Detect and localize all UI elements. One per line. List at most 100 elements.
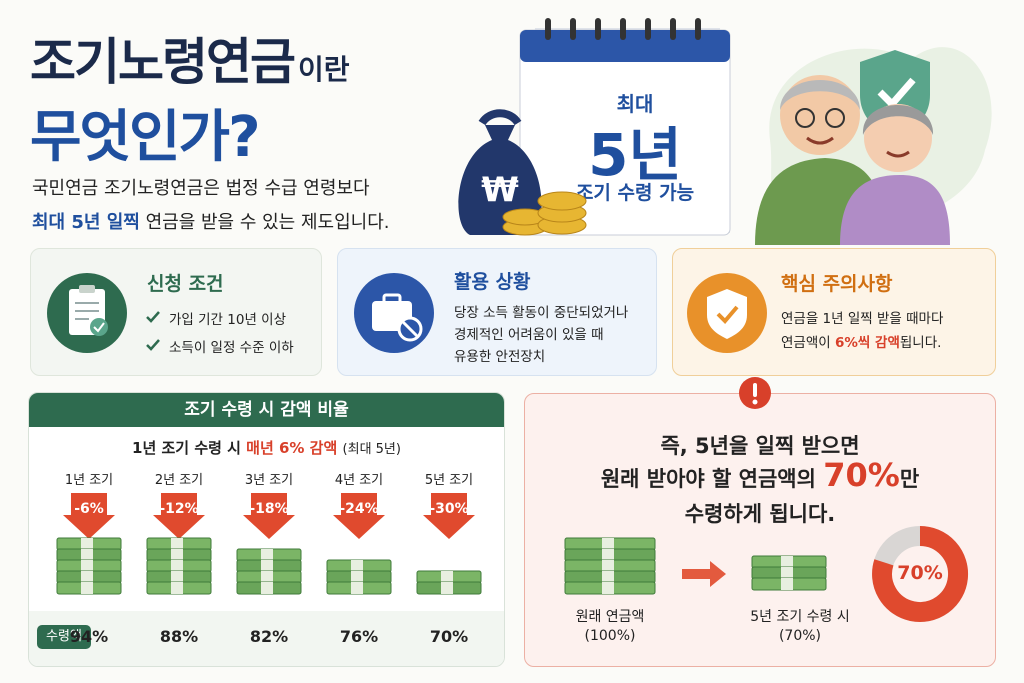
band — [81, 571, 93, 583]
card-text: 유용한 안전장치 — [454, 349, 546, 365]
calendar — [515, 18, 731, 236]
cut-label: -6% — [74, 501, 104, 517]
down-arrow — [243, 493, 295, 539]
card-item: 소득이 일정 수준 이하 — [169, 340, 294, 356]
received-value: 82% — [249, 627, 289, 646]
band — [602, 549, 614, 561]
band — [81, 549, 93, 561]
currency-symbol: ₩ — [481, 170, 519, 210]
card-icon — [354, 273, 434, 353]
card-item: 가입 기간 10년 이상 — [169, 312, 286, 328]
column-label: 1년 조기 — [64, 473, 114, 488]
calendar-line3: 조기 수령 가능 — [575, 182, 695, 204]
band — [261, 549, 273, 561]
money-stack — [146, 537, 212, 595]
money-stack — [326, 559, 392, 595]
band — [781, 556, 793, 568]
donut — [872, 526, 969, 622]
description: 국민연금 조기노령연금은 법정 수급 연령보다 — [32, 178, 370, 199]
check — [146, 339, 160, 351]
money-pct: (100%) — [584, 628, 636, 644]
band — [81, 582, 93, 594]
title-main: 조기노령연금 — [30, 33, 296, 91]
money-stack — [751, 555, 827, 591]
highlight: 70% — [823, 456, 900, 494]
alert-icon — [739, 377, 771, 409]
title-suffix: 이란 — [298, 53, 350, 86]
cut-label: -18% — [249, 501, 289, 517]
money-stack — [236, 548, 302, 595]
card: 활용 상황 당장 소득 활동이 중단되었거나 경제적인 어려움이 있을 때 유용한 … — [337, 248, 657, 376]
money-bag — [458, 109, 587, 236]
column-label: 2년 조기 — [154, 473, 204, 488]
money-stack — [56, 537, 122, 595]
band — [602, 582, 614, 594]
card-text: 경제적인 어려움이 있을 때 — [454, 327, 604, 343]
summary-panel: 즉, 5년을 일찍 받으면 원래 받아야 할 연금액의 70%만 수령하게 됩니… — [524, 393, 996, 667]
band — [171, 549, 183, 561]
arrow — [682, 561, 726, 587]
check-icon — [146, 339, 160, 351]
check-icon — [146, 311, 160, 323]
arrow-shape — [333, 493, 385, 539]
received-value: 94% — [69, 627, 109, 646]
received-label: 수령액 — [37, 625, 91, 649]
card-title: 핵심 주의사항 — [781, 273, 893, 295]
column-label: 3년 조기 — [244, 473, 294, 488]
summary-line: 원래 받아야 할 연금액의 70%만 — [525, 456, 995, 494]
title: 조기노령연금 이란 — [30, 22, 350, 94]
highlight: 6%씩 감액 — [834, 335, 900, 351]
card-text: 연금액이 6%씩 감액됩니다. — [781, 331, 941, 351]
card-text: 연금을 1년 일찍 받을 때마다 — [781, 311, 944, 327]
band — [602, 538, 614, 550]
arrow-shape — [63, 493, 115, 539]
band — [261, 571, 273, 583]
highlight: 매년 6% 감액 — [246, 439, 338, 457]
band — [602, 560, 614, 572]
money-label: 원래 연금액 — [575, 609, 645, 625]
received-row — [29, 611, 504, 666]
column-label: 5년 조기 — [424, 473, 474, 488]
cut-label: -30% — [429, 501, 469, 517]
cut-label: -12% — [159, 501, 199, 517]
panel-subtitle: 1년 조기 수령 시 매년 6% 감액 (최대 5년) — [29, 437, 504, 458]
received-value: 88% — [159, 627, 199, 646]
band — [441, 582, 453, 594]
band — [171, 560, 183, 572]
summary-line: 수령하게 됩니다. — [684, 502, 836, 526]
band — [781, 578, 793, 590]
arrow-shape — [243, 493, 295, 539]
received-value: 76% — [339, 627, 379, 646]
description-rest: 연금을 받을 수 있는 제도입니다. — [145, 212, 390, 233]
calendar-line1: 최대 — [616, 92, 654, 116]
band — [171, 582, 183, 594]
cut-label: -24% — [339, 501, 379, 517]
title-line2: 무엇인가? — [30, 105, 261, 170]
band — [81, 560, 93, 572]
band — [81, 538, 93, 550]
money-label: 5년 조기 수령 시 — [750, 609, 850, 625]
arrow-shape — [153, 493, 205, 539]
column-label: 4년 조기 — [334, 473, 384, 488]
card-text: 됩니다. — [899, 335, 942, 351]
card-text: 연금액이 — [781, 335, 831, 351]
band — [781, 567, 793, 579]
summary-text: 원래 받아야 할 연금액의 — [600, 467, 816, 491]
highlight: 최대 5년 일찍 — [32, 212, 140, 233]
card-icon — [687, 273, 767, 353]
card-title: 활용 상황 — [454, 271, 531, 293]
check — [146, 311, 160, 323]
money-stack — [564, 537, 656, 595]
down-arrow — [63, 493, 115, 539]
donut-label: 70% — [897, 562, 943, 584]
band — [351, 582, 363, 594]
arrow-shape — [423, 493, 475, 539]
description: 최대 5년 일찍 연금을 받을 수 있는 제도입니다. — [32, 208, 389, 234]
card-title: 신청 조건 — [147, 273, 224, 295]
band — [602, 571, 614, 583]
elderly-couple — [755, 50, 950, 245]
card-icon — [47, 273, 127, 353]
band — [351, 571, 363, 583]
band — [171, 571, 183, 583]
